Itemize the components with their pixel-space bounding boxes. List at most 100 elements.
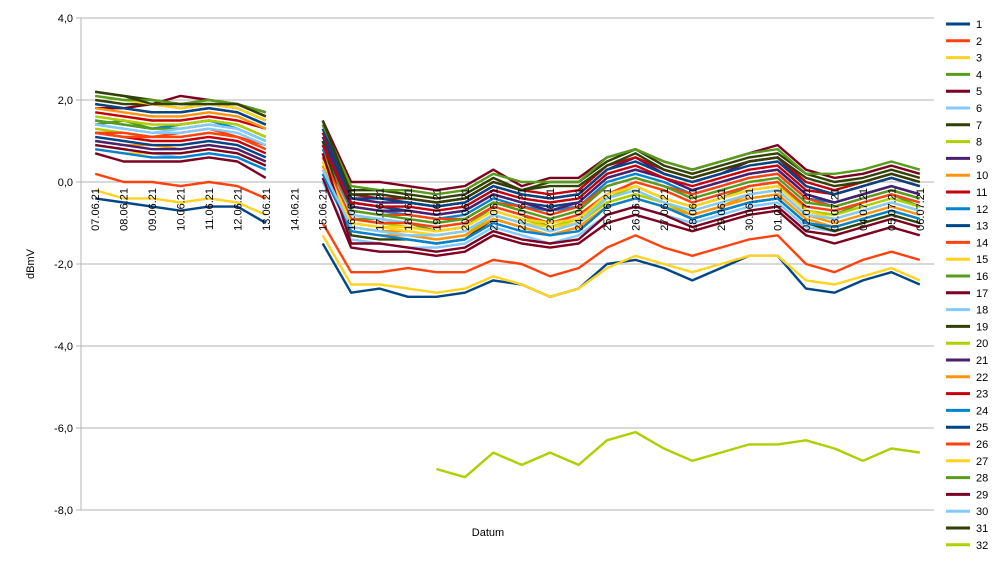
y-tick-labels: 4,0 2,0 0,0 -2,0 -4,0 -6,0 -8,0	[54, 13, 73, 517]
x-tick-label: 06.07.21	[915, 188, 927, 231]
x-tick-label: 20.06.21	[460, 188, 472, 231]
series-line-30	[95, 123, 267, 147]
legend-label-18: 18	[976, 305, 988, 317]
series-line-3	[321, 234, 921, 298]
series-line-11	[95, 111, 267, 130]
legend: 1234567891011121314151617181920212223242…	[946, 19, 988, 552]
series-line-20	[95, 115, 267, 139]
x-axis-title: Datum	[472, 527, 504, 539]
series-line-1	[95, 197, 267, 225]
x-tick-label: 14.06.21	[289, 188, 301, 231]
series-line-22	[95, 107, 267, 130]
x-tick-label: 25.06.21	[602, 188, 614, 231]
legend-label-5: 5	[976, 86, 982, 98]
y-tick-label: 0,0	[58, 177, 73, 189]
series-line-17	[94, 152, 267, 179]
legend-label-31: 31	[976, 523, 988, 535]
legend-label-10: 10	[976, 170, 988, 182]
legend-label-15: 15	[976, 254, 988, 266]
x-tick-label: 13.06.21	[261, 188, 273, 231]
y-axis-title: dBmV	[25, 248, 37, 279]
y-tick-label: 2,0	[58, 95, 73, 107]
x-tick-label: 22.06.21	[517, 188, 529, 231]
x-tick-label: 29.06.21	[716, 188, 728, 231]
y-tick-label: -8,0	[54, 505, 73, 517]
series-line-24	[95, 148, 267, 171]
x-tick-label: 08.06.21	[119, 188, 131, 231]
series-line-21	[95, 139, 267, 163]
legend-label-8: 8	[976, 137, 982, 149]
series-line-25	[95, 102, 267, 126]
series-line-25	[321, 128, 921, 208]
series-line-3	[94, 189, 267, 216]
legend-label-7: 7	[976, 120, 982, 132]
legend-label-24: 24	[976, 405, 988, 417]
legend-label-16: 16	[976, 271, 988, 283]
series-line-26	[321, 156, 921, 229]
series-line-32	[436, 430, 920, 479]
x-tick-label: 30.06.21	[744, 188, 756, 231]
series-lines	[94, 90, 921, 479]
y-tick-label: -4,0	[54, 341, 73, 353]
legend-label-19: 19	[976, 321, 988, 333]
legend-label-20: 20	[976, 338, 988, 350]
legend-label-30: 30	[976, 506, 988, 518]
series-line-16	[321, 144, 921, 225]
x-tick-label: 18.06.21	[403, 188, 415, 231]
y-tick-label: 4,0	[58, 13, 73, 25]
legend-label-2: 2	[976, 36, 982, 48]
series-line-29	[321, 152, 921, 253]
series-line-2	[321, 222, 921, 278]
x-tick-label: 28.06.21	[687, 188, 699, 231]
legend-label-29: 29	[976, 489, 988, 501]
legend-label-23: 23	[976, 389, 988, 401]
legend-label-21: 21	[976, 355, 988, 367]
legend-label-17: 17	[976, 288, 988, 300]
x-tick-label: 27.06.21	[659, 188, 671, 231]
legend-label-9: 9	[976, 153, 982, 165]
x-tick-label: 21.06.21	[488, 188, 500, 231]
series-line-2	[94, 172, 267, 200]
x-tick-label: 01.07.21	[773, 188, 785, 231]
legend-label-26: 26	[976, 439, 988, 451]
legend-label-4: 4	[976, 69, 982, 81]
x-tick-label: 12.06.21	[232, 188, 244, 231]
legend-label-6: 6	[976, 103, 982, 115]
series-line-27	[321, 160, 921, 233]
y-tick-label: -2,0	[54, 259, 73, 271]
x-tick-label: 07.06.21	[90, 188, 102, 231]
legend-label-11: 11	[976, 187, 987, 199]
legend-label-32: 32	[976, 540, 988, 552]
x-tick-label: 17.06.21	[375, 188, 387, 231]
series-line-31	[321, 120, 921, 204]
legend-label-25: 25	[976, 422, 988, 434]
x-tick-label: 03.07.21	[829, 188, 841, 231]
series-line-29	[95, 143, 267, 167]
series-line-13	[95, 135, 267, 159]
series-line-28	[321, 124, 921, 196]
legend-label-1: 1	[976, 19, 982, 31]
x-tick-label: 16.06.21	[346, 188, 358, 231]
legend-label-13: 13	[976, 221, 988, 233]
series-line-7	[321, 124, 921, 200]
x-tick-label: 23.06.21	[545, 188, 557, 231]
series-line-24	[321, 173, 921, 245]
x-tick-label: 10.06.21	[176, 188, 188, 231]
x-tick-labels: 07.06.21 08.06.21 09.06.21 10.06.21 11.06.21…	[90, 188, 927, 231]
x-tick-label: 26.06.21	[630, 188, 642, 231]
x-tick-label: 02.07.21	[801, 188, 813, 231]
series-line-21	[321, 144, 921, 217]
legend-label-3: 3	[976, 53, 982, 65]
x-tick-label: 19.06.21	[431, 188, 443, 231]
legend-label-27: 27	[976, 456, 988, 468]
legend-label-14: 14	[976, 237, 988, 249]
series-line-31	[95, 90, 267, 118]
legend-label-28: 28	[976, 473, 988, 485]
series-line-23	[321, 144, 921, 212]
x-tick-label: 15.06.21	[318, 188, 330, 231]
legend-label-22: 22	[976, 372, 988, 384]
x-tick-label: 09.06.21	[147, 188, 159, 231]
series-line-26	[95, 131, 267, 151]
